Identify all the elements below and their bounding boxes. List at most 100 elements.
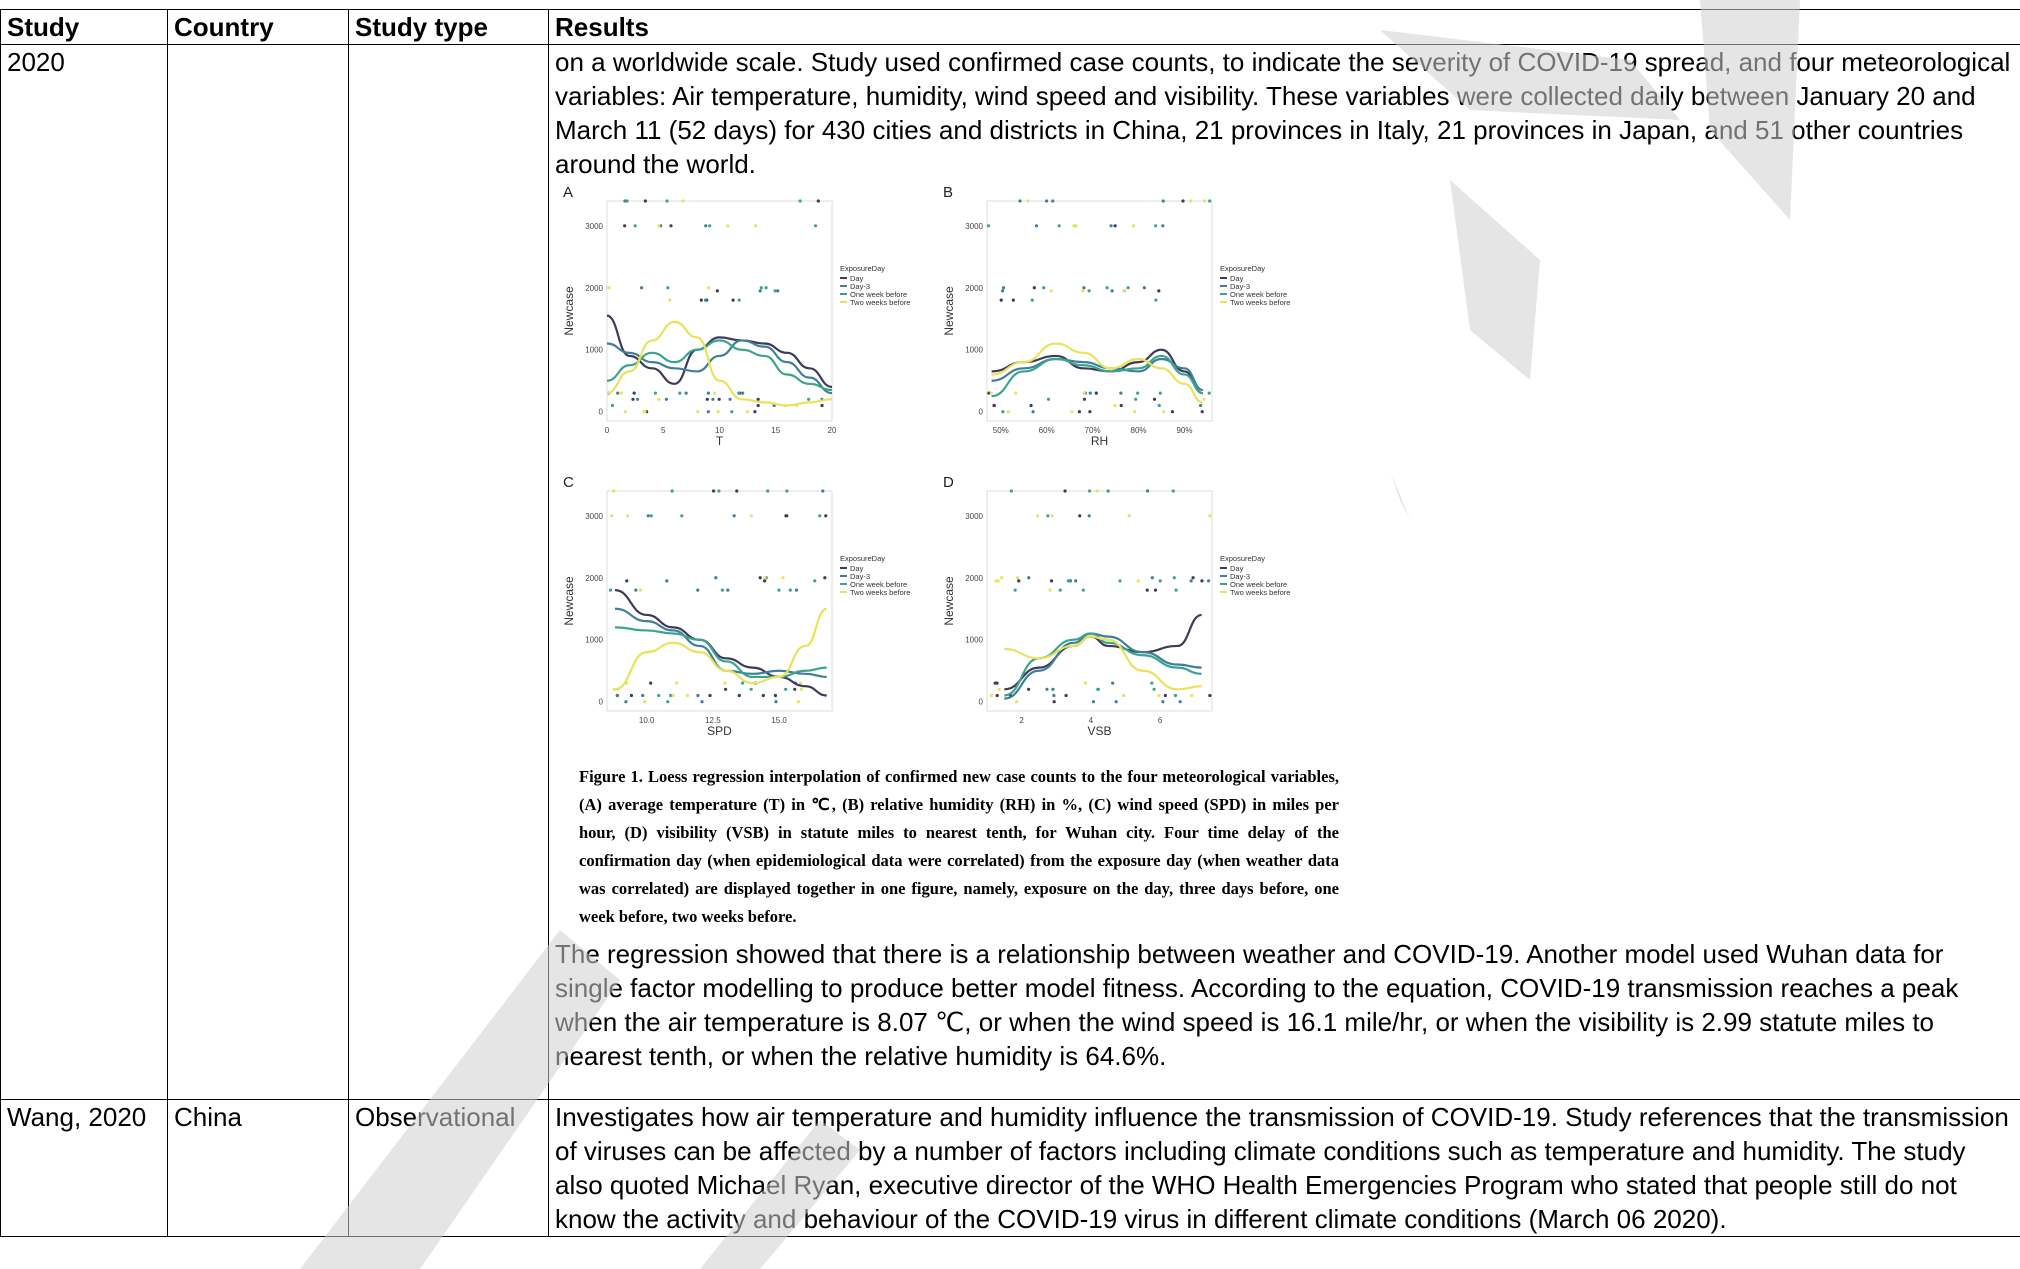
data-point [1082,397,1087,401]
data-point [642,410,646,414]
y-tick-label: 3000 [965,222,983,231]
data-point [1208,199,1212,203]
data-point [1052,700,1056,704]
series-line-day [1004,613,1202,691]
series-line-one-week-before [606,339,833,392]
panel-letter: C [563,474,574,491]
data-point [1064,693,1068,698]
data-point [653,391,658,395]
study-cell: 2020 [0,44,168,1100]
data-point [716,410,720,414]
data-point [794,588,799,592]
x-tick-label: 15.0 [771,716,787,725]
data-point [666,286,670,290]
series-line-two-weeks-before [614,607,828,691]
data-point [781,576,785,580]
header-study-type: Study type [348,9,549,45]
data-point [761,693,765,698]
data-point [1191,576,1195,580]
series-line-one-week-before [991,354,1204,398]
data-point [665,199,669,203]
x-axis-label: VSB [1087,724,1111,738]
data-point [994,579,998,583]
data-point [625,199,629,203]
data-point [685,693,690,698]
chart-panel-a: A 0 1000 2000 3000 0 5 10 15 20 T Newcase ExposureDa… [562,184,910,448]
data-point [1001,286,1006,290]
legend-entry: Day-3 [1230,282,1250,291]
data-point [712,391,717,395]
data-point [1070,410,1074,414]
header-country: Country [167,9,349,45]
data-point [823,576,827,580]
data-point [715,289,719,293]
x-tick-label: 0 [605,426,610,435]
data-point [799,681,803,685]
data-point [625,514,630,518]
results-cell: Investigates how air temperature and hum… [548,1099,2020,1237]
data-point [1013,588,1017,592]
legend-title: ExposureDay [1220,554,1265,563]
x-tick-label: 2 [1019,716,1024,725]
results-cell: on a worldwide scale. Study used confirm… [548,44,2020,1100]
data-point [1208,693,1212,698]
legend-title: ExposureDay [840,264,885,273]
data-point [1106,489,1110,493]
data-point [1154,224,1158,228]
x-axis-label: SPD [707,724,732,738]
data-point [696,588,700,592]
data-point [681,199,685,203]
x-axis-label: T [716,434,724,448]
data-point [1052,693,1056,698]
data-point [708,224,712,228]
data-point [1082,391,1086,395]
data-point [773,693,778,698]
data-point [615,693,620,698]
data-point [1081,588,1085,592]
data-point [1049,579,1054,583]
data-point [1014,391,1018,395]
header-row: Study Country Study type Results [0,9,2020,45]
series-line-two-weeks-before [991,342,1204,404]
data-point [641,693,645,698]
y-tick-label: 2000 [965,284,983,293]
data-point [1202,397,1206,401]
study-type-cell: Observational [348,1099,549,1237]
data-point [1087,489,1092,493]
data-point [758,576,762,580]
data-point [1118,579,1122,583]
data-point [740,681,745,685]
data-point [737,298,741,302]
panel-letter: B [943,184,953,201]
data-point [623,199,627,203]
series-line-two-weeks-before [606,320,833,407]
x-tick-label: 15 [771,426,780,435]
legend-entry: Day [1230,274,1244,283]
data-point [1202,199,1206,203]
data-point [1163,693,1167,698]
data-point [638,588,642,592]
data-point [629,693,634,698]
data-point [784,514,788,518]
data-point [793,687,797,691]
data-point [1111,681,1115,685]
data-point [636,397,640,401]
data-point [745,410,750,414]
y-tick-label: 1000 [585,346,603,355]
y-axis-label: Newcase [942,576,956,626]
data-point [1161,700,1165,704]
y-axis-label: Newcase [562,576,576,626]
data-point [995,693,999,698]
data-point [706,391,711,395]
data-point [634,588,638,592]
data-point [820,403,824,408]
data-point [1157,289,1161,293]
data-point [799,687,804,691]
data-point [1094,391,1098,395]
y-tick-label: 3000 [585,512,603,521]
data-point [639,286,644,290]
data-point [1189,579,1193,583]
country-cell: China [167,1099,349,1237]
chart-panel-c: C 0 1000 2000 3000 10.0 12.5 15.0 SPD Newcase Expo… [562,474,910,738]
